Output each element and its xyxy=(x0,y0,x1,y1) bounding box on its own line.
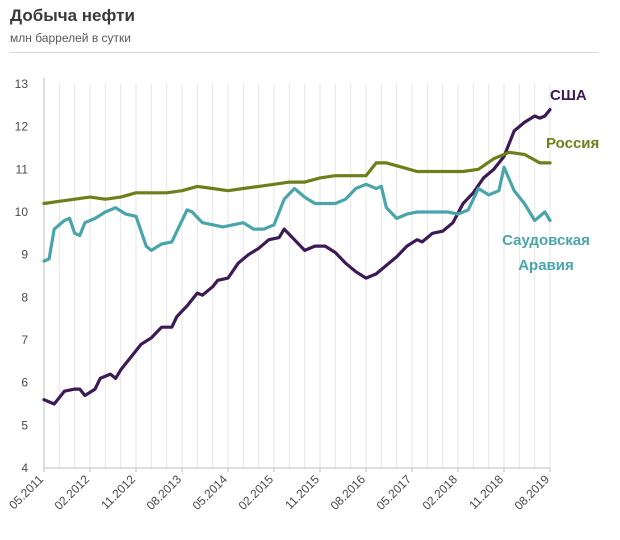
y-tick-label: 11 xyxy=(16,162,29,176)
y-tick-label: 10 xyxy=(15,205,29,219)
x-tick-label: 05.2017 xyxy=(374,472,415,513)
series-labels: США Россия Саудовская Аравия xyxy=(502,87,599,274)
y-tick-label: 8 xyxy=(21,290,28,304)
series-line xyxy=(42,150,552,206)
x-tick-label: 02.2018 xyxy=(420,472,461,513)
series-label: Россия xyxy=(546,135,599,152)
x-tick-label: 05.2011 xyxy=(6,472,46,512)
series-label: Саудовская xyxy=(502,232,590,249)
x-tick-label: 11.2018 xyxy=(466,472,506,512)
x-tick-label: 08.2019 xyxy=(512,472,553,513)
series-line xyxy=(42,165,552,263)
chart-title: Добыча нефти xyxy=(10,6,135,25)
series-line xyxy=(42,108,552,406)
x-tick-label: 08.2013 xyxy=(144,472,185,513)
series-label: США xyxy=(550,87,587,104)
chart-subtitle: млн баррелей в сутки xyxy=(10,31,131,45)
x-tick-label: 11.2015 xyxy=(282,472,322,512)
title-divider xyxy=(10,52,598,53)
y-tick-label: 13 xyxy=(15,77,29,91)
x-tick-label: 11.2012 xyxy=(98,472,138,512)
series-label: Аравия xyxy=(518,257,574,274)
x-tick-label: 02.2012 xyxy=(52,472,93,513)
y-tick-label: 12 xyxy=(15,120,29,134)
grid-lines xyxy=(43,84,551,468)
y-tick-label: 4 xyxy=(21,461,28,475)
y-tick-label: 6 xyxy=(21,376,28,390)
y-tick-label: 7 xyxy=(21,333,28,347)
y-tick-label: 5 xyxy=(21,418,28,432)
x-tick-label: 02.2015 xyxy=(236,472,277,513)
series-lines xyxy=(42,108,552,406)
x-tick-label: 08.2016 xyxy=(328,472,369,513)
x-tick-label: 05.2014 xyxy=(190,472,231,513)
y-tick-label: 9 xyxy=(21,248,28,262)
